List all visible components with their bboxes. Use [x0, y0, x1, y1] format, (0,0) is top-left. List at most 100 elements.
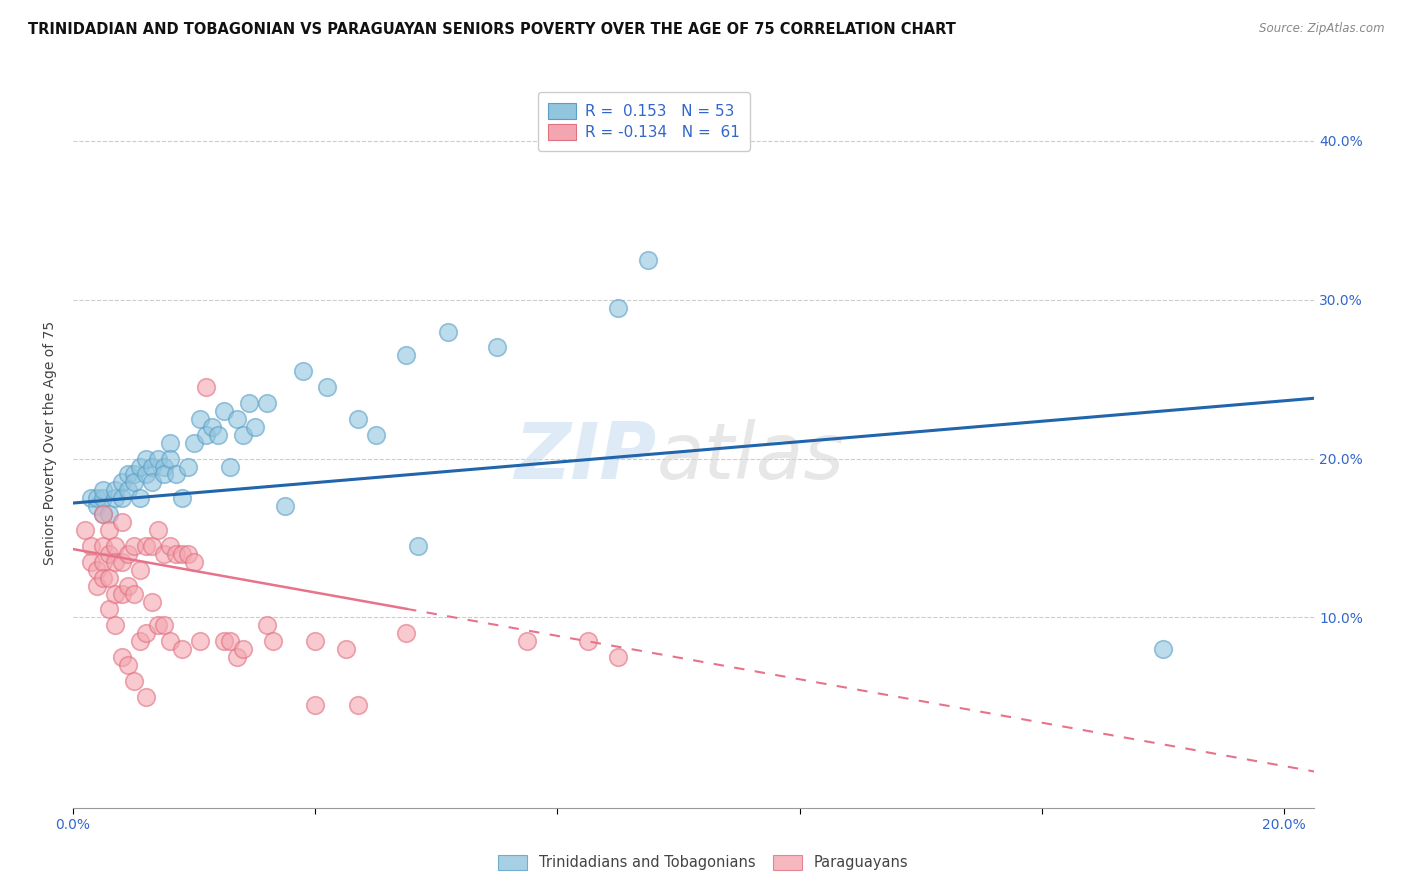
Point	[177, 547, 200, 561]
Point	[80, 555, 103, 569]
Point	[141, 459, 163, 474]
Point	[104, 586, 127, 600]
Point	[146, 523, 169, 537]
Point	[188, 634, 211, 648]
Point	[93, 507, 115, 521]
Point	[153, 467, 176, 482]
Point	[146, 618, 169, 632]
Point	[576, 634, 599, 648]
Point	[485, 340, 508, 354]
Point	[406, 539, 429, 553]
Point	[110, 555, 132, 569]
Point	[117, 579, 139, 593]
Point	[98, 602, 121, 616]
Point	[516, 634, 538, 648]
Point	[110, 586, 132, 600]
Point	[225, 412, 247, 426]
Point	[93, 507, 115, 521]
Point	[201, 420, 224, 434]
Point	[93, 539, 115, 553]
Point	[316, 380, 339, 394]
Point	[141, 539, 163, 553]
Point	[195, 427, 218, 442]
Point	[110, 515, 132, 529]
Point	[93, 555, 115, 569]
Point	[104, 555, 127, 569]
Point	[104, 539, 127, 553]
Point	[243, 420, 266, 434]
Point	[177, 459, 200, 474]
Point	[225, 650, 247, 665]
Point	[98, 571, 121, 585]
Point	[214, 634, 236, 648]
Point	[170, 642, 193, 657]
Point	[395, 348, 418, 362]
Point	[232, 427, 254, 442]
Point	[135, 467, 157, 482]
Text: Source: ZipAtlas.com: Source: ZipAtlas.com	[1260, 22, 1385, 36]
Point	[80, 539, 103, 553]
Legend: Trinidadians and Tobagonians, Paraguayans: Trinidadians and Tobagonians, Paraguayan…	[492, 848, 914, 876]
Point	[183, 555, 205, 569]
Point	[128, 563, 150, 577]
Point	[128, 491, 150, 506]
Point	[395, 626, 418, 640]
Point	[86, 500, 108, 514]
Point	[170, 491, 193, 506]
Point	[104, 483, 127, 498]
Point	[304, 634, 326, 648]
Point	[93, 571, 115, 585]
Point	[364, 427, 387, 442]
Point	[122, 475, 145, 490]
Text: ZIP: ZIP	[515, 419, 657, 495]
Point	[122, 673, 145, 688]
Point	[335, 642, 357, 657]
Point	[117, 658, 139, 673]
Legend: R =  0.153   N = 53, R = -0.134   N =  61: R = 0.153 N = 53, R = -0.134 N = 61	[537, 93, 751, 151]
Point	[188, 412, 211, 426]
Point	[122, 586, 145, 600]
Point	[122, 539, 145, 553]
Point	[80, 491, 103, 506]
Point	[238, 396, 260, 410]
Point	[122, 467, 145, 482]
Point	[159, 539, 181, 553]
Text: TRINIDADIAN AND TOBAGONIAN VS PARAGUAYAN SENIORS POVERTY OVER THE AGE OF 75 CORR: TRINIDADIAN AND TOBAGONIAN VS PARAGUAYAN…	[28, 22, 956, 37]
Point	[637, 253, 659, 268]
Point	[110, 650, 132, 665]
Point	[110, 475, 132, 490]
Point	[219, 634, 242, 648]
Point	[159, 451, 181, 466]
Point	[165, 547, 187, 561]
Point	[219, 459, 242, 474]
Point	[135, 451, 157, 466]
Point	[86, 579, 108, 593]
Point	[135, 626, 157, 640]
Point	[128, 634, 150, 648]
Point	[232, 642, 254, 657]
Point	[117, 547, 139, 561]
Point	[256, 396, 278, 410]
Point	[104, 618, 127, 632]
Point	[170, 547, 193, 561]
Point	[153, 547, 176, 561]
Point	[607, 301, 630, 315]
Y-axis label: Seniors Poverty Over the Age of 75: Seniors Poverty Over the Age of 75	[44, 320, 58, 565]
Point	[214, 404, 236, 418]
Point	[117, 483, 139, 498]
Point	[165, 467, 187, 482]
Point	[1152, 642, 1174, 657]
Point	[141, 594, 163, 608]
Point	[607, 650, 630, 665]
Point	[98, 547, 121, 561]
Point	[207, 427, 229, 442]
Point	[153, 618, 176, 632]
Point	[98, 507, 121, 521]
Point	[153, 459, 176, 474]
Point	[135, 690, 157, 704]
Text: atlas: atlas	[657, 419, 844, 495]
Point	[159, 634, 181, 648]
Point	[104, 491, 127, 506]
Point	[135, 539, 157, 553]
Point	[346, 698, 368, 712]
